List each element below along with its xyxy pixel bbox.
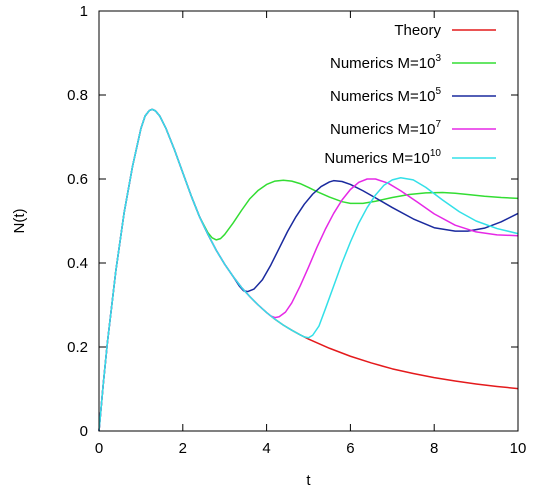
legend-label-text-4: Numerics M=10 <box>324 150 429 167</box>
ticks-layer: 0 2 4 6 8 10 0 0.2 0.4 0.6 0.8 1 <box>67 3 526 457</box>
x-tick-label-3: 6 <box>346 440 354 457</box>
legend-label-exponent-2: 5 <box>435 86 441 97</box>
legend-label-text-2: Numerics M=10 <box>330 88 435 105</box>
legend-label-1: Numerics M=103 <box>330 53 441 72</box>
y-tick-label-0: 0 <box>80 423 88 440</box>
x-tick-label-0: 0 <box>95 440 103 457</box>
legend-label-3: Numerics M=107 <box>330 119 441 138</box>
y-tick-label-5: 1 <box>80 3 88 20</box>
legend-label-2: Numerics M=105 <box>330 86 441 105</box>
plot-frame <box>98 10 519 432</box>
y-axis-title: N(t) <box>11 209 28 234</box>
legend-label-4: Numerics M=1010 <box>324 148 441 167</box>
y-tick-label-2: 0.4 <box>67 255 88 272</box>
x-tick-label-2: 4 <box>262 440 270 457</box>
x-tick-label-1: 2 <box>179 440 187 457</box>
y-tick-label-3: 0.6 <box>67 171 88 188</box>
legend-label-exponent-4: 10 <box>430 148 442 159</box>
legend-label-text-1: Numerics M=10 <box>330 55 435 72</box>
legend-label-text-3: Numerics M=10 <box>330 121 435 138</box>
x-tick-label-5: 10 <box>510 440 527 457</box>
legend-label-exponent-1: 3 <box>435 53 441 64</box>
legend-label-0: Theory <box>394 22 441 39</box>
legend-label-exponent-3: 7 <box>435 119 441 130</box>
series-layer <box>98 108 519 432</box>
y-tick-label-4: 0.8 <box>67 87 88 104</box>
x-tick-label-4: 8 <box>430 440 438 457</box>
x-axis-title: t <box>306 472 311 489</box>
legend-label-text-0: Theory <box>394 22 441 39</box>
series-line-4 <box>98 108 519 432</box>
y-tick-label-1: 0.2 <box>67 339 88 356</box>
